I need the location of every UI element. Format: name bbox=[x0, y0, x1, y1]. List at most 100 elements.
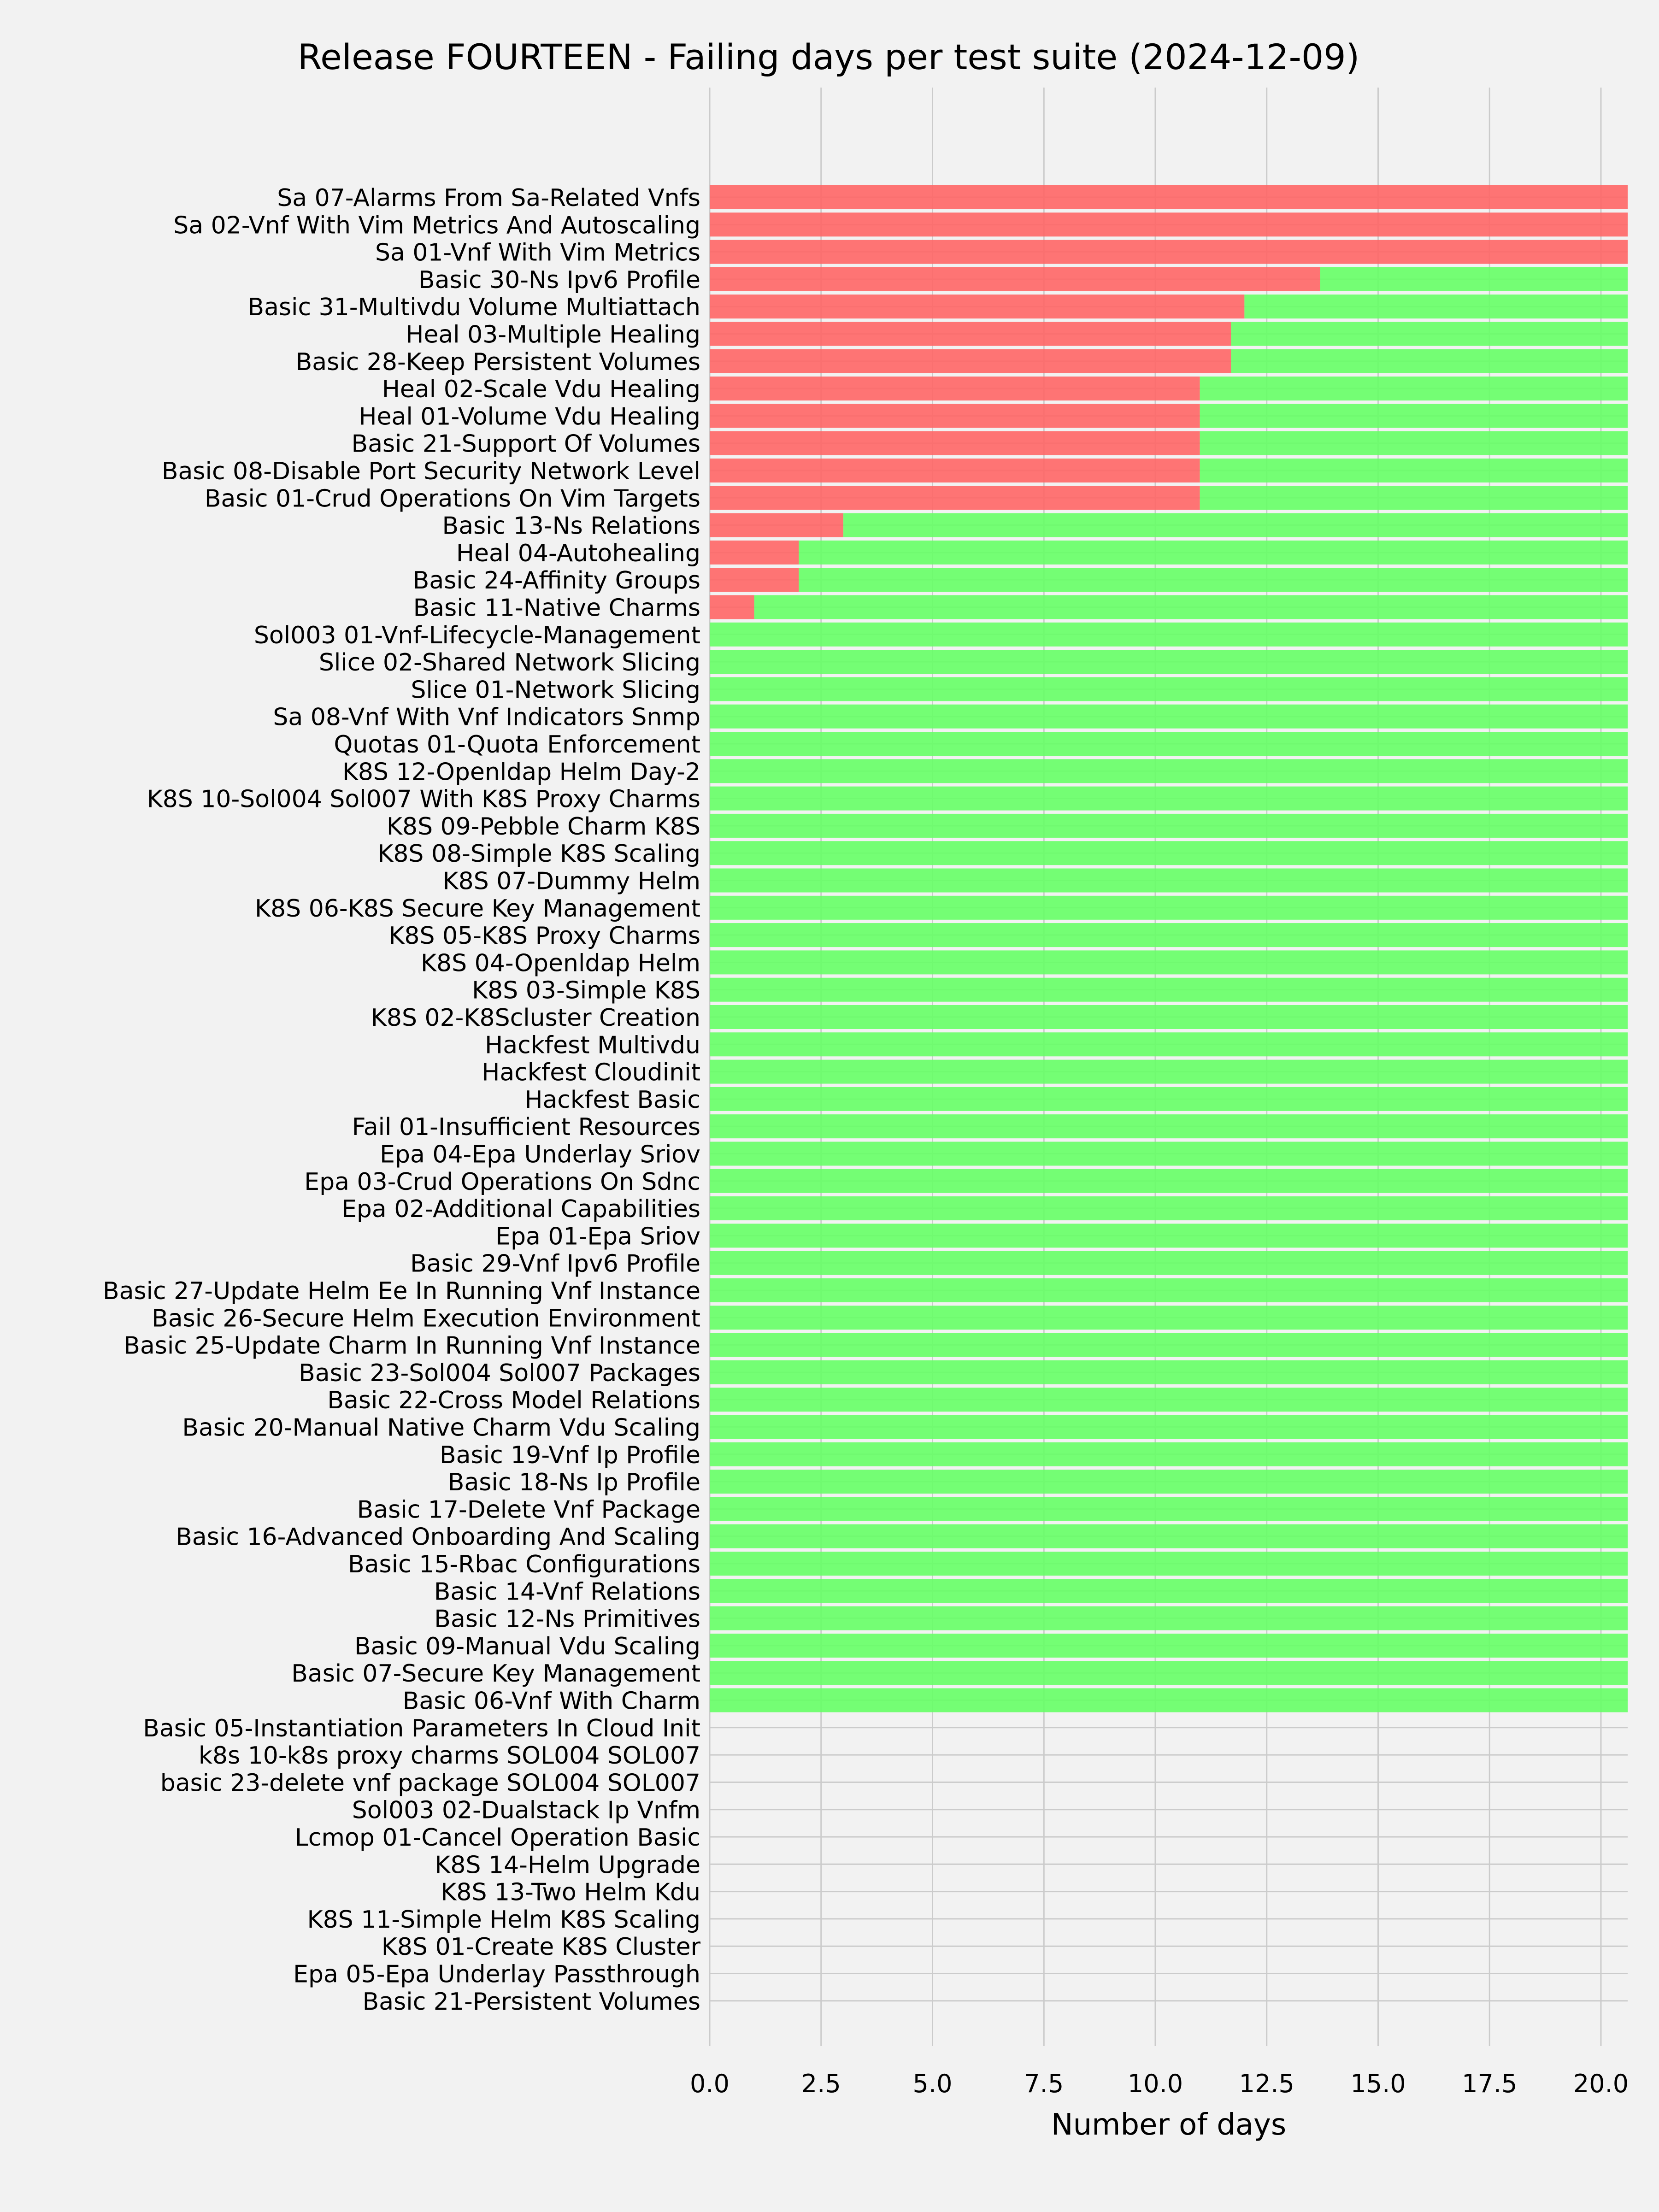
passing-bar bbox=[710, 868, 1628, 893]
passing-bar bbox=[710, 895, 1628, 920]
category-label: K8S 09-Pebble Charm K8S bbox=[387, 813, 700, 841]
category-label: Basic 21-Support Of Volumes bbox=[352, 430, 700, 458]
passing-bar bbox=[710, 704, 1628, 729]
category-label: Heal 04-Autohealing bbox=[456, 540, 700, 567]
passing-bar bbox=[799, 540, 1628, 565]
category-label: Basic 25-Update Charm In Running Vnf Ins… bbox=[124, 1332, 700, 1360]
passing-bar bbox=[1244, 294, 1628, 319]
passing-bar bbox=[710, 1306, 1628, 1330]
category-label: Basic 21-Persistent Volumes bbox=[363, 1988, 700, 2016]
category-label: Basic 01-Crud Operations On Vim Targets bbox=[205, 485, 700, 512]
passing-bar bbox=[710, 759, 1628, 783]
category-label: Basic 24-Affinity Groups bbox=[413, 567, 700, 594]
chart-title: Release FOURTEEN - Failing days per test… bbox=[298, 36, 1359, 77]
category-label: Heal 02-Scale Vdu Healing bbox=[382, 376, 700, 403]
category-label: K8S 02-K8Scluster Creation bbox=[371, 1004, 700, 1032]
passing-bar bbox=[710, 1278, 1628, 1302]
x-tick-label: 15.0 bbox=[1350, 2069, 1406, 2098]
passing-bar bbox=[710, 1169, 1628, 1193]
category-label: Lcmop 01-Cancel Operation Basic bbox=[295, 1824, 700, 1852]
category-label: Epa 03-Crud Operations On Sdnc bbox=[304, 1168, 700, 1196]
category-label: Slice 01-Network Slicing bbox=[411, 676, 701, 704]
category-label: Slice 02-Shared Network Slicing bbox=[319, 649, 700, 677]
passing-bar bbox=[710, 622, 1628, 647]
x-tick-label: 20.0 bbox=[1573, 2069, 1629, 2098]
passing-bar bbox=[710, 1059, 1628, 1084]
category-label: basic 23-delete vnf package SOL004 SOL00… bbox=[160, 1769, 700, 1797]
category-label: Basic 12-Ns Primitives bbox=[434, 1606, 700, 1633]
passing-bar bbox=[710, 1579, 1628, 1603]
category-label: Heal 03-Multiple Healing bbox=[406, 321, 700, 349]
category-label: K8S 10-Sol004 Sol007 With K8S Proxy Char… bbox=[147, 786, 700, 813]
failing-bar bbox=[710, 185, 1628, 209]
category-label: K8S 12-Openldap Helm Day-2 bbox=[342, 758, 700, 786]
passing-bar bbox=[710, 950, 1628, 975]
category-label: K8S 07-Dummy Helm bbox=[443, 868, 700, 895]
category-label: Fail 01-Insufficient Resources bbox=[352, 1113, 700, 1141]
passing-bar bbox=[710, 1005, 1628, 1029]
passing-bar bbox=[710, 813, 1628, 838]
failing-bar bbox=[710, 267, 1320, 291]
failing-bar bbox=[710, 404, 1200, 428]
passing-bar bbox=[1200, 377, 1628, 401]
x-tick-label: 10.0 bbox=[1128, 2069, 1183, 2098]
failing-bar bbox=[710, 294, 1245, 319]
passing-bar bbox=[710, 650, 1628, 674]
category-label: Basic 06-Vnf With Charm bbox=[403, 1688, 700, 1715]
passing-bar bbox=[710, 1087, 1628, 1111]
passing-bar bbox=[710, 677, 1628, 701]
passing-bar bbox=[710, 1552, 1628, 1576]
passing-bar bbox=[1231, 349, 1628, 373]
category-label: Sa 08-Vnf With Vnf Indicators Snmp bbox=[273, 704, 700, 731]
category-label: Epa 05-Epa Underlay Passthrough bbox=[293, 1961, 700, 1988]
category-label: Basic 20-Manual Native Charm Vdu Scaling bbox=[182, 1414, 700, 1442]
category-label: Basic 22-Cross Model Relations bbox=[327, 1387, 700, 1414]
category-label: Basic 18-Ns Ip Profile bbox=[448, 1469, 700, 1496]
passing-bar bbox=[799, 568, 1628, 592]
x-tick-labels: 0.0 2.5 5.0 7.5 10.0 12.5 15.0 17.5 20.0 bbox=[690, 2069, 1629, 2098]
category-label: Basic 28-Keep Persistent Volumes bbox=[296, 348, 700, 376]
passing-bar bbox=[710, 1224, 1628, 1248]
passing-bar bbox=[710, 1251, 1628, 1275]
passing-bar bbox=[710, 1633, 1628, 1658]
category-label: K8S 01-Create K8S Cluster bbox=[382, 1933, 701, 1961]
x-tick-label: 7.5 bbox=[1024, 2069, 1064, 2098]
category-label: K8S 14-Helm Upgrade bbox=[435, 1851, 700, 1879]
passing-bar bbox=[754, 595, 1628, 619]
category-label: Basic 08-Disable Port Security Network L… bbox=[162, 458, 700, 485]
passing-bar bbox=[710, 841, 1628, 865]
x-axis-label: Number of days bbox=[1051, 2108, 1287, 2142]
passing-bar bbox=[710, 1360, 1628, 1384]
failing-bar bbox=[710, 212, 1628, 237]
passing-bar bbox=[710, 786, 1628, 811]
category-label: Basic 30-Ns Ipv6 Profile bbox=[418, 266, 700, 294]
failing-bar bbox=[710, 513, 844, 537]
category-label: Basic 13-Ns Relations bbox=[442, 512, 700, 540]
failing-bar bbox=[710, 322, 1231, 346]
passing-bar bbox=[710, 1196, 1628, 1221]
category-label: Basic 16-Advanced Onboarding And Scaling bbox=[176, 1524, 700, 1551]
failing-bar bbox=[710, 540, 799, 565]
passing-bar bbox=[710, 1032, 1628, 1057]
passing-bar bbox=[710, 1442, 1628, 1466]
category-label: Hackfest Basic bbox=[524, 1086, 700, 1114]
passing-bar bbox=[710, 1497, 1628, 1521]
x-tick-label: 12.5 bbox=[1239, 2069, 1294, 2098]
category-label: Quotas 01-Quota Enforcement bbox=[334, 731, 700, 759]
x-tick-label: 5.0 bbox=[913, 2069, 953, 2098]
passing-bar bbox=[710, 1333, 1628, 1357]
passing-bar bbox=[1231, 322, 1628, 346]
category-label: Basic 29-Vnf Ipv6 Profile bbox=[410, 1250, 700, 1278]
category-label: Basic 14-Vnf Relations bbox=[434, 1578, 700, 1606]
passing-bar bbox=[710, 1114, 1628, 1139]
category-label: Hackfest Multivdu bbox=[485, 1031, 700, 1059]
category-label: Basic 11-Native Charms bbox=[413, 594, 700, 622]
category-label: Epa 02-Additional Capabilities bbox=[341, 1195, 700, 1223]
failing-bar bbox=[710, 377, 1200, 401]
category-label: Hackfest Cloudinit bbox=[482, 1059, 700, 1087]
bars bbox=[710, 185, 1628, 1712]
passing-bar bbox=[710, 977, 1628, 1002]
passing-bar bbox=[710, 1661, 1628, 1685]
passing-bar bbox=[710, 1606, 1628, 1630]
